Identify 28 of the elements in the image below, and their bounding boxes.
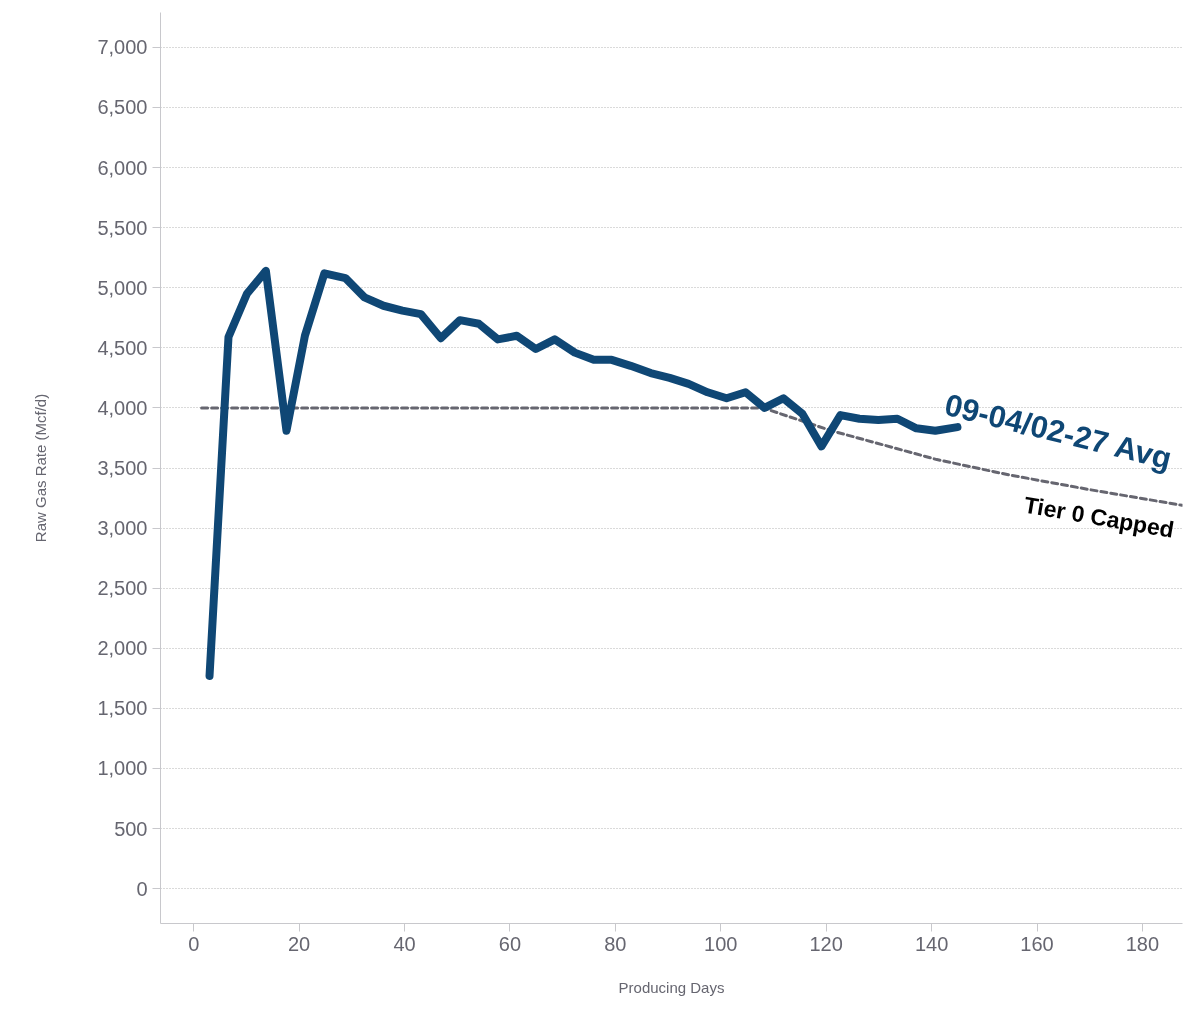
y-tick-label: 2,000	[97, 637, 148, 660]
y-tick-label: 0	[136, 877, 148, 900]
y-tick-label: 1,000	[97, 757, 148, 780]
y-tick-label: 5,500	[97, 216, 148, 239]
y-tick-label: 1,500	[97, 697, 148, 720]
y-tick-label: 2,500	[97, 577, 148, 600]
y-tick-label: 6,000	[97, 156, 148, 179]
x-tick-label: 120	[809, 932, 843, 955]
x-tick-label: 20	[288, 932, 311, 955]
y-tick-label: 500	[114, 817, 148, 840]
x-tick-label: 0	[188, 932, 200, 955]
x-axis-title: Producing Days	[618, 978, 725, 996]
y-tick-label: 7,000	[97, 36, 148, 59]
x-tick-label: 40	[393, 932, 416, 955]
x-tick-label: 100	[704, 932, 738, 955]
x-tick-label: 160	[1020, 932, 1054, 955]
text: Tier 0 Capped	[1022, 491, 1176, 543]
y-tick-label: 6,500	[97, 96, 148, 119]
x-tick-label: 60	[498, 932, 522, 955]
y-tick-label: 5,000	[97, 276, 148, 299]
y-axis-title: Raw Gas Rate (Mcf/d)	[32, 393, 50, 543]
y-tick-label: 4,000	[97, 396, 148, 419]
y-tick-label: 4,500	[97, 336, 148, 359]
x-tick-label: 180	[1125, 932, 1160, 955]
x-tick-label: 80	[604, 932, 627, 955]
y-tick-label: 3,500	[97, 457, 148, 479]
y-tick-label: 3,000	[97, 517, 148, 540]
x-tick-label: 140	[914, 932, 949, 955]
